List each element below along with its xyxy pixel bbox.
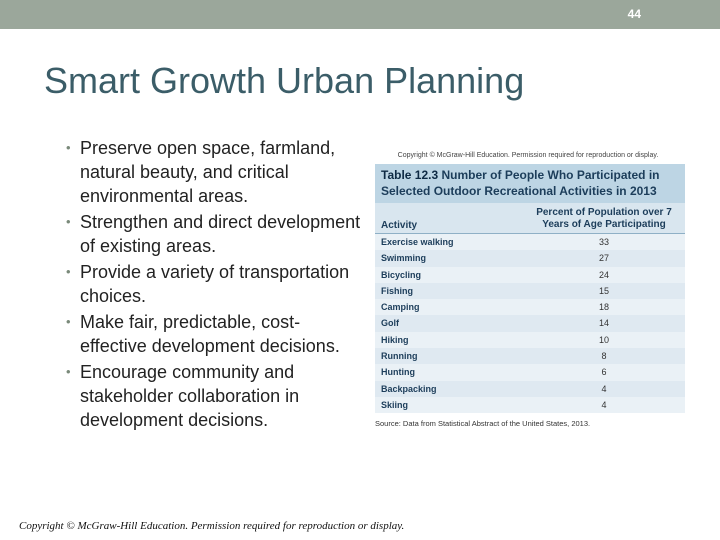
table-row: Swimming 27 bbox=[375, 250, 685, 267]
table-row: Running 8 bbox=[375, 348, 685, 365]
activity-cell: Running bbox=[381, 351, 418, 362]
percent-cell: 15 bbox=[598, 285, 609, 296]
slide-title: Smart Growth Urban Planning bbox=[44, 60, 525, 101]
footer-copyright: Copyright © McGraw-Hill Education. Permi… bbox=[19, 520, 405, 532]
source-text: Source: Data from Statistical Abstract o… bbox=[375, 419, 591, 429]
activity-cell: Golf bbox=[381, 318, 399, 329]
percent-cell: 33 bbox=[598, 237, 609, 247]
bullet-list: Preserve open space, farmland, natural b… bbox=[64, 136, 364, 434]
table-row: Camping 18 bbox=[375, 299, 685, 316]
table-row: Hunting 6 bbox=[375, 364, 685, 381]
table-figure: Copyright © McGraw-Hill Education. Permi… bbox=[372, 150, 685, 462]
percent-cell: 4 bbox=[601, 383, 607, 394]
bullet-item: Encourage community and stakeholder coll… bbox=[64, 360, 364, 432]
data-table: Table 12.3 Number of People Who Particip… bbox=[375, 164, 685, 414]
percent-cell: 8 bbox=[601, 351, 607, 362]
slide-number: 44 bbox=[627, 7, 641, 21]
table-caption: Number of People Who Participated in Sel… bbox=[381, 168, 660, 198]
activity-cell: Exercise walking bbox=[381, 237, 454, 247]
table-row: Golf 14 bbox=[375, 315, 685, 332]
column-header-percent: Percent of Population over 7 Years of Ag… bbox=[536, 207, 672, 230]
top-bar: 44 bbox=[0, 0, 720, 29]
column-header-activity: Activity bbox=[381, 220, 418, 231]
table-row: Hiking 10 bbox=[375, 331, 685, 349]
table-number: Table 12.3 bbox=[381, 168, 439, 182]
bullet-item: Make fair, predictable, cost-effective d… bbox=[64, 310, 364, 358]
percent-cell: 24 bbox=[598, 269, 609, 280]
percent-cell: 10 bbox=[598, 334, 609, 345]
percent-cell: 27 bbox=[598, 253, 609, 264]
figure-copyright: Copyright © McGraw-Hill Education. Permi… bbox=[397, 152, 659, 159]
bullet-item: Preserve open space, farmland, natural b… bbox=[64, 136, 364, 208]
percent-cell: 14 bbox=[598, 318, 609, 329]
table-header: Table 12.3 Number of People Who Particip… bbox=[375, 164, 685, 203]
table-row: Exercise walking 33 bbox=[375, 234, 685, 251]
activity-cell: Fishing bbox=[381, 285, 413, 296]
table-column-headers: Activity Percent of Population over 7 Ye… bbox=[375, 203, 685, 234]
table-body: Exercise walking 33 Swimming 27 Bicycling 24 F… bbox=[375, 234, 685, 414]
bullet-item: Strengthen and direct development of exi… bbox=[64, 210, 364, 258]
percent-cell: 6 bbox=[601, 367, 607, 378]
percent-cell: 4 bbox=[601, 399, 607, 410]
activity-cell: Swimming bbox=[381, 253, 427, 264]
table-row: Bicycling 24 bbox=[375, 266, 685, 283]
activity-cell: Camping bbox=[381, 302, 420, 313]
table-source: Source: Data from Statistical Abstract o… bbox=[372, 413, 684, 428]
activity-cell: Bicycling bbox=[381, 269, 422, 280]
table-title: Table 12.3 Number of People Who Particip… bbox=[381, 167, 679, 199]
bullet-item: Provide a variety of transportation choi… bbox=[64, 260, 364, 308]
activity-cell: Skiing bbox=[381, 399, 409, 410]
activity-cell: Backpacking bbox=[381, 383, 437, 394]
activity-cell: Hunting bbox=[381, 367, 415, 378]
table-row: Fishing 15 bbox=[375, 282, 685, 300]
percent-cell: 18 bbox=[598, 302, 609, 313]
activity-cell: Hiking bbox=[381, 334, 409, 345]
table-row: Backpacking 4 bbox=[375, 380, 685, 397]
table-row: Skiing 4 bbox=[375, 396, 685, 414]
